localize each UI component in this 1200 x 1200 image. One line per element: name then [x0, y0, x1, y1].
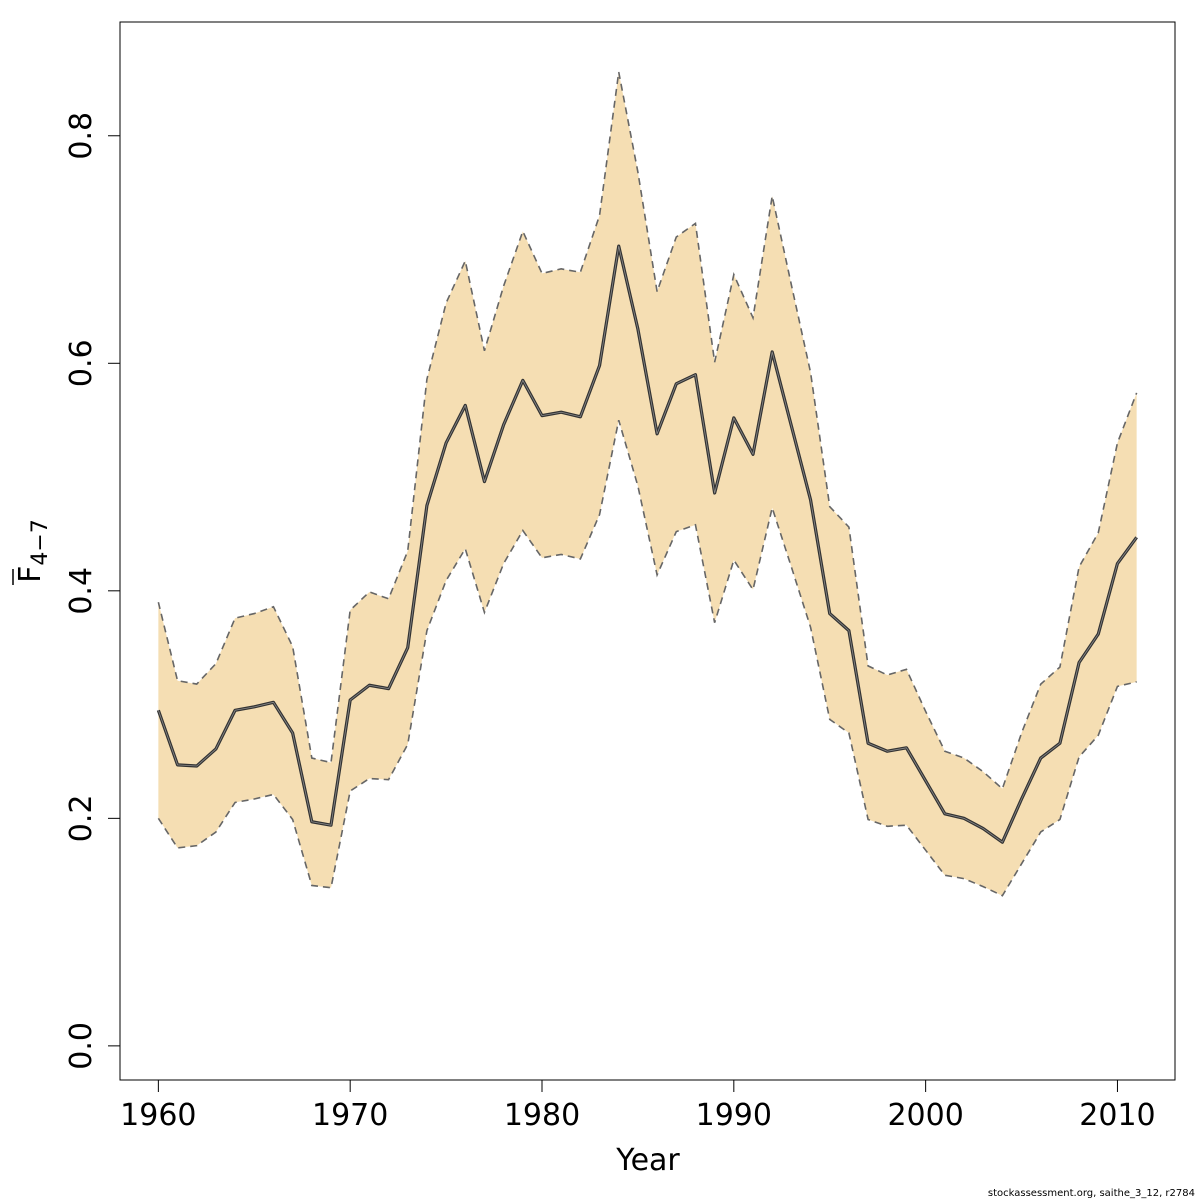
- series-estimate-line-core: [157, 245, 1137, 843]
- x-tick-label: 2010: [1079, 1098, 1155, 1133]
- x-axis: 1960 1970 1980 1990 2000 2010: [120, 1079, 1156, 1133]
- confidence-band-layer: [158, 72, 1137, 896]
- y-tick-label: 0.4: [64, 567, 99, 615]
- confidence-band: [158, 72, 1137, 896]
- x-axis-label: Year: [615, 1143, 680, 1178]
- x-tick-label: 1990: [696, 1098, 772, 1133]
- footer-credit: stockassessment.org, saithe_3_12, r2784: [988, 1188, 1195, 1199]
- series-upper-bound-line: [157, 71, 1138, 791]
- y-axis-label-sub: 4−7: [28, 519, 53, 565]
- x-tick-label: 1980: [504, 1098, 580, 1133]
- x-tick-label: 1960: [120, 1098, 196, 1133]
- y-tick-label: 0.6: [64, 339, 99, 387]
- series-lower-bound-line: [157, 419, 1137, 897]
- y-axis: 0.0 0.2 0.4 0.6 0.8: [64, 112, 121, 1070]
- svg-text:F4−7: F4−7: [13, 519, 53, 583]
- y-tick-label: 0.8: [64, 112, 99, 160]
- y-axis-label: F4−7: [12, 519, 53, 585]
- y-axis-label-main: F: [13, 566, 48, 583]
- y-tick-label: 0.0: [64, 1022, 99, 1070]
- y-tick-label: 0.2: [64, 794, 99, 842]
- plot-frame: [119, 21, 1176, 1081]
- x-tick-label: 1970: [312, 1098, 388, 1133]
- x-tick-label: 2000: [887, 1098, 963, 1133]
- series-lines-layer: [156, 71, 1138, 897]
